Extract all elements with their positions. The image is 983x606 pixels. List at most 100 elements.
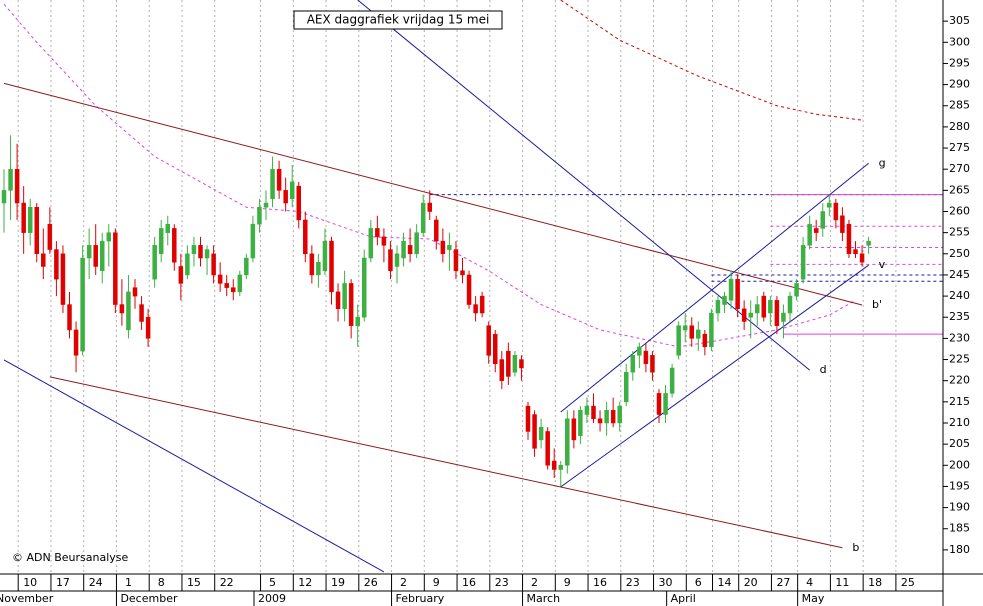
candle-body: [768, 300, 773, 314]
candle-body: [296, 185, 301, 221]
candle-body: [54, 249, 59, 280]
candle-body: [375, 228, 380, 238]
moving-average: [3, 3, 856, 348]
candle-body: [840, 215, 845, 233]
trendline: [560, 264, 869, 488]
x-tick-label: 25: [901, 576, 915, 589]
y-tick-label: 195: [949, 479, 970, 492]
candle-body: [761, 295, 767, 318]
candle-body: [420, 202, 426, 233]
month-label: February: [396, 592, 445, 605]
y-tick-label: 240: [949, 289, 970, 302]
candle-body: [532, 414, 537, 449]
y-tick-label: 245: [949, 268, 970, 281]
x-tick-label: 23: [495, 576, 509, 589]
trendline: [49, 376, 843, 549]
candle-body: [172, 228, 177, 263]
candle-body: [355, 316, 360, 326]
candle-body: [224, 283, 229, 288]
candle-body: [525, 405, 531, 432]
candle-body: [86, 245, 92, 259]
credit: © ADN Beursanalyse: [12, 551, 129, 564]
title-box: [293, 10, 503, 30]
candle-body: [34, 207, 39, 255]
candle-body: [748, 312, 753, 318]
trendline-label: d: [820, 363, 827, 376]
candle-body: [309, 253, 315, 276]
candle-body: [73, 329, 79, 356]
candle-body: [558, 465, 563, 470]
candle-body: [434, 219, 439, 242]
candle-body: [250, 223, 256, 259]
candle-body: [643, 350, 649, 365]
candle-body: [499, 359, 505, 381]
candle-body: [800, 245, 806, 280]
candle-body: [316, 262, 321, 276]
candle-body: [827, 202, 832, 208]
candle-body: [165, 223, 170, 233]
x-tick-label: 2: [400, 576, 407, 589]
y-tick-label: 220: [949, 374, 970, 387]
candle-body: [682, 325, 688, 331]
candle-body: [289, 181, 295, 200]
candle-body: [414, 232, 419, 255]
candle-body: [610, 410, 616, 424]
candle-body: [303, 219, 308, 255]
candle-body: [571, 418, 577, 441]
candle-body: [538, 426, 544, 441]
candle-body: [132, 287, 138, 297]
candles: [1, 135, 871, 487]
trendline: [3, 359, 385, 573]
x-tick-label: 9: [433, 576, 440, 589]
month-label: November: [0, 592, 54, 605]
candle-body: [388, 249, 393, 271]
candle-body: [617, 405, 622, 424]
candle-body: [630, 355, 636, 373]
candle-body: [696, 329, 701, 339]
candle-body: [453, 249, 459, 271]
y-tick-label: 265: [949, 183, 970, 196]
candle-body: [853, 249, 858, 255]
x-tick-label: 2: [531, 576, 538, 589]
x-tick-label: 5: [269, 576, 276, 589]
candle-body: [440, 240, 446, 255]
x-tick-label: 8: [158, 576, 165, 589]
candle-body: [329, 240, 334, 293]
candle-body: [198, 245, 203, 259]
y-tick-label: 190: [949, 501, 970, 514]
candle-body: [624, 371, 629, 403]
candle-body: [676, 325, 681, 356]
candle-body: [709, 312, 714, 348]
candle-body: [466, 274, 472, 305]
candle-body: [781, 312, 786, 322]
candle-body: [735, 278, 740, 310]
x-tick-label: 6: [695, 576, 702, 589]
candle-body: [204, 249, 210, 259]
moving-average: [560, 0, 863, 121]
x-tick-label: 22: [220, 576, 234, 589]
candle-body: [41, 253, 46, 267]
candle-body: [348, 283, 354, 326]
candle-body: [401, 240, 406, 259]
candle-body: [473, 304, 478, 314]
grid: [17, 0, 948, 606]
x-tick-label: 30: [659, 576, 673, 589]
candle-body: [637, 346, 642, 356]
candle-body: [584, 405, 590, 415]
candle-body: [846, 223, 852, 255]
candle-body: [185, 253, 190, 276]
y-tick-label: 210: [949, 416, 970, 429]
candle-body: [866, 240, 871, 246]
candle-body: [604, 410, 609, 424]
candle-body: [80, 257, 85, 352]
candle-body: [244, 257, 249, 276]
indicators: [3, 0, 943, 573]
candle-body: [342, 283, 347, 310]
x-tick-label: 12: [298, 576, 312, 589]
trendline: [3, 82, 863, 306]
candle-body: [794, 283, 799, 297]
candle-body: [669, 367, 675, 394]
candle-body: [833, 202, 839, 221]
y-tick-label: 300: [949, 35, 970, 48]
